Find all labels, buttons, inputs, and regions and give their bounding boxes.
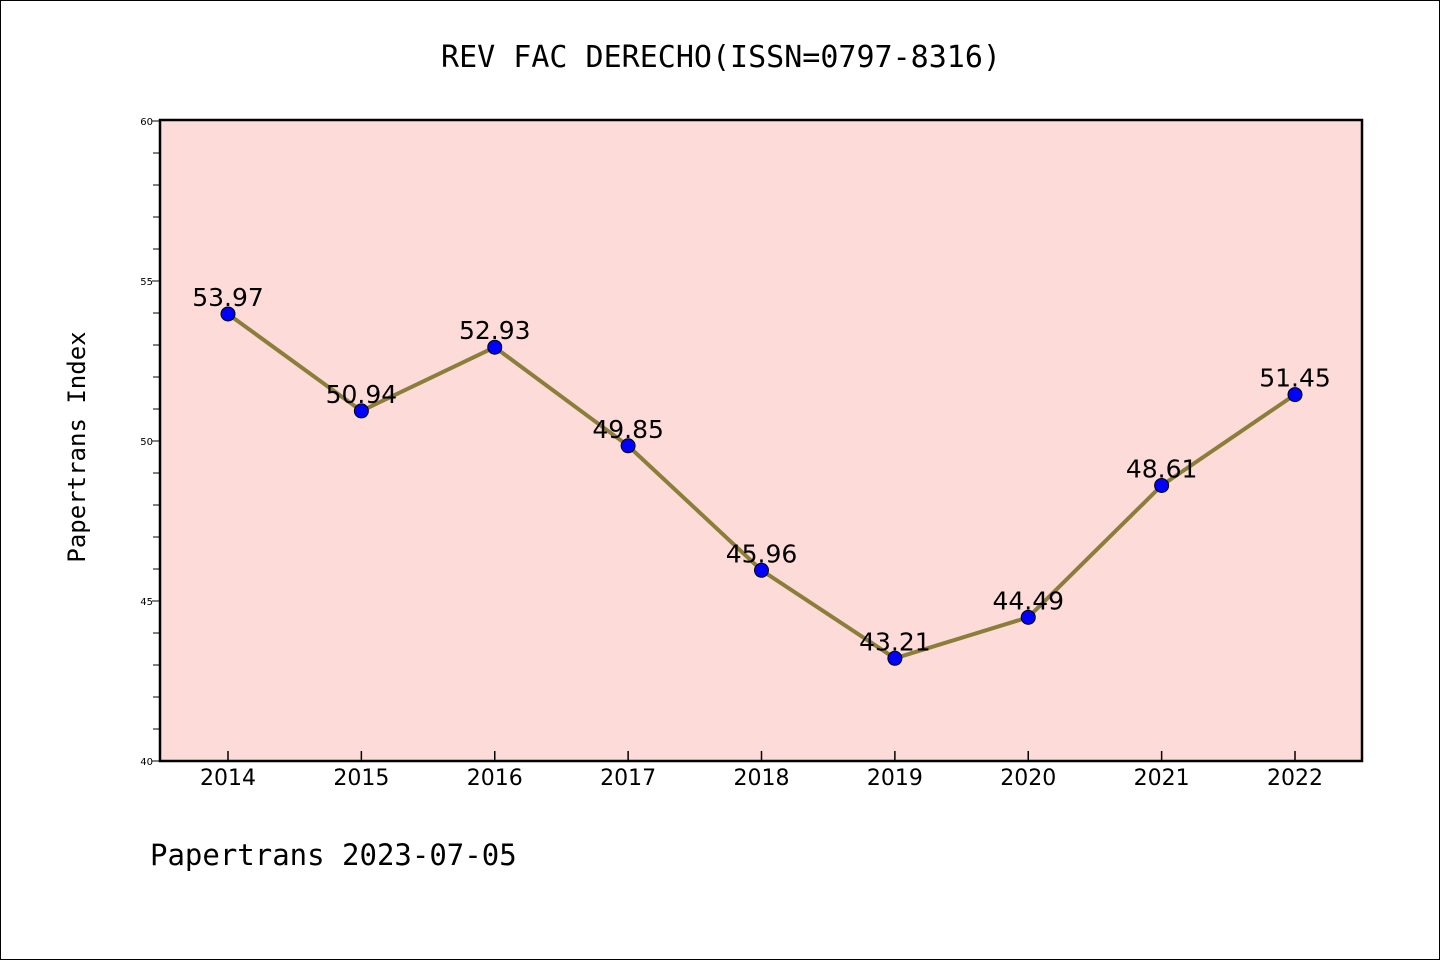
plot-area [158, 118, 1364, 763]
data-label: 53.97 [192, 283, 264, 312]
data-label: 44.49 [992, 586, 1064, 615]
data-label: 51.45 [1259, 364, 1331, 393]
y-axis-label: Papertrans Index [63, 331, 91, 562]
x-axis-ticks: 2014 2015 2016 2017 2018 2019 2020 2021 2022 [200, 751, 1323, 791]
x-tick-label: 2014 [200, 766, 256, 791]
data-label: 48.61 [1126, 454, 1198, 483]
footer-text: Papertrans 2023-07-05 [150, 838, 517, 872]
data-label: 43.21 [859, 627, 931, 656]
x-tick-label: 2018 [734, 766, 790, 791]
data-label: 45.96 [726, 539, 798, 568]
x-tick-label: 2017 [600, 766, 656, 791]
data-point [887, 650, 903, 666]
x-tick-label: 2019 [867, 766, 923, 791]
series-group: 53.97 50.94 52.93 49.85 45.96 43.21 44.49 48.61… [192, 283, 1331, 666]
y-tick-label: 50 [140, 437, 153, 448]
data-label: 52.93 [459, 316, 531, 345]
x-tick-label: 2015 [333, 766, 389, 791]
data-point [220, 306, 236, 322]
y-axis-ticks: 40 45 50 55 60 [140, 117, 161, 768]
y-tick-label: 55 [140, 277, 153, 288]
x-tick-label: 2022 [1267, 766, 1323, 791]
y-tick-label: 60 [140, 117, 153, 128]
data-point [1154, 477, 1170, 493]
data-point [620, 438, 636, 454]
x-tick-label: 2020 [1000, 766, 1056, 791]
data-point [754, 562, 769, 578]
data-point [487, 339, 503, 355]
data-point [1287, 387, 1303, 403]
x-tick-label: 2021 [1134, 766, 1190, 791]
data-label: 49.85 [592, 415, 664, 444]
data-label: 50.94 [326, 380, 398, 409]
x-tick-label: 2016 [467, 766, 523, 791]
data-point [353, 403, 369, 419]
data-point [1020, 609, 1036, 625]
y-tick-label: 40 [140, 757, 153, 768]
y-tick-label: 45 [140, 597, 153, 608]
chart-title: REV FAC DERECHO(ISSN=0797-8316) [441, 40, 1001, 75]
